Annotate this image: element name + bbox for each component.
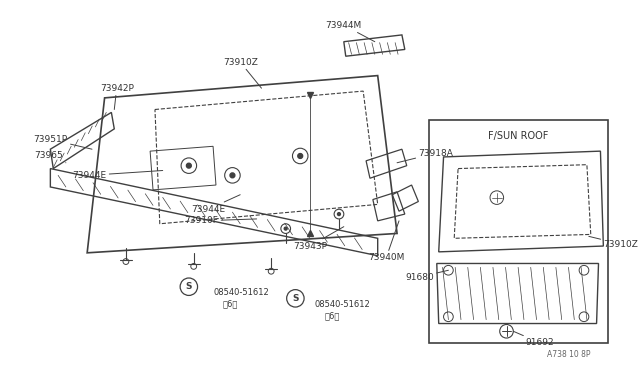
Text: 91680: 91680 <box>405 270 449 282</box>
Text: 73918A: 73918A <box>397 148 453 163</box>
Text: 73910Z: 73910Z <box>223 58 262 88</box>
Circle shape <box>337 213 340 215</box>
Text: A738 10 8P: A738 10 8P <box>547 350 591 359</box>
Text: 73910Z: 73910Z <box>589 236 638 248</box>
Circle shape <box>186 163 191 168</box>
Text: 73940M: 73940M <box>368 221 404 262</box>
Circle shape <box>284 227 287 230</box>
Text: （6）: （6） <box>223 300 238 309</box>
Text: 73944E: 73944E <box>72 170 163 180</box>
Text: S: S <box>186 282 192 291</box>
Text: 91692: 91692 <box>513 331 554 347</box>
Text: （6）: （6） <box>324 311 340 320</box>
Circle shape <box>180 278 198 295</box>
Text: 08540-51612: 08540-51612 <box>315 300 371 309</box>
Text: 73965: 73965 <box>34 151 66 163</box>
Text: 73942P: 73942P <box>100 84 134 109</box>
Text: 08540-51612: 08540-51612 <box>213 288 269 297</box>
Text: F/SUN ROOF: F/SUN ROOF <box>488 131 548 141</box>
Circle shape <box>298 154 303 158</box>
Text: 73951P: 73951P <box>34 135 92 149</box>
Text: 73910F: 73910F <box>184 217 257 225</box>
Text: S: S <box>292 294 299 303</box>
Bar <box>429 120 608 343</box>
Circle shape <box>287 290 304 307</box>
Circle shape <box>230 173 235 178</box>
Text: 73944E: 73944E <box>191 195 240 214</box>
Text: 73943P: 73943P <box>293 227 344 251</box>
Text: 73944M: 73944M <box>326 21 375 42</box>
